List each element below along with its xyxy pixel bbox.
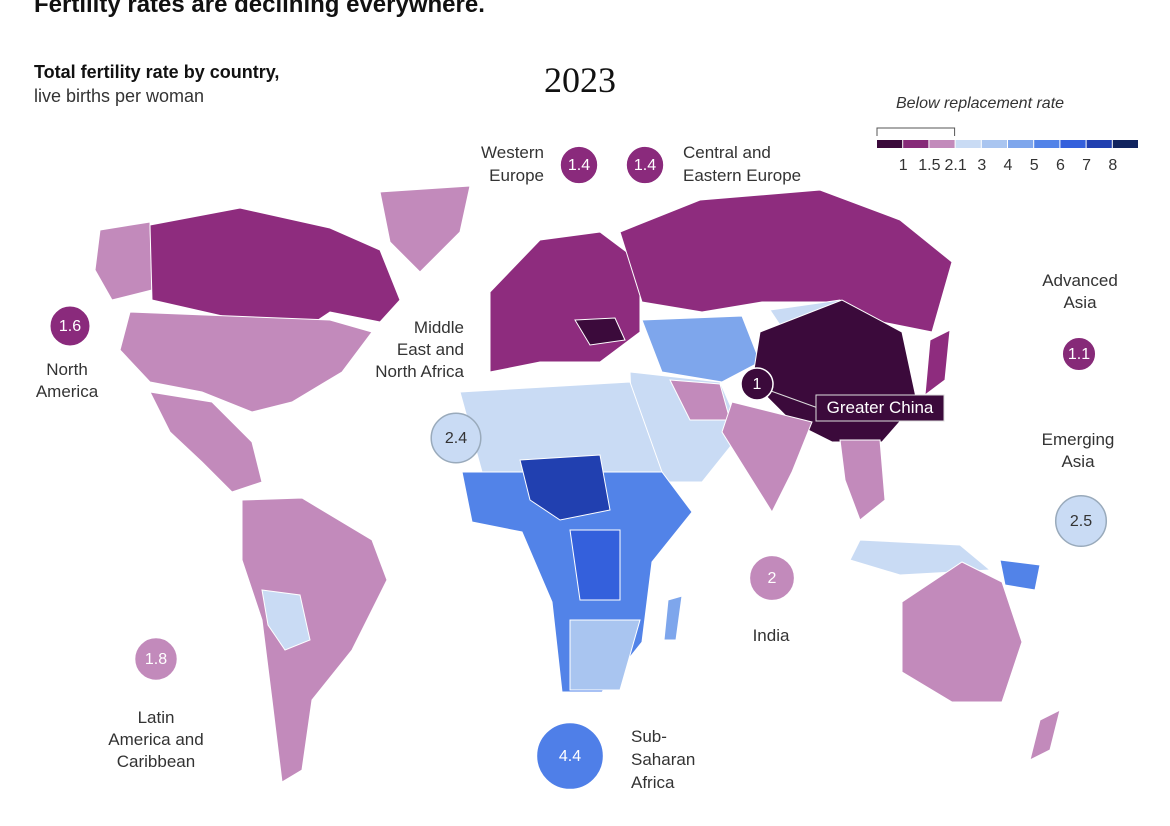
subtitle: Total fertility rate by country,: [34, 62, 279, 82]
ukraine: [574, 317, 626, 346]
russia: [619, 189, 953, 333]
region-value: 1.1: [1068, 346, 1090, 363]
legend-tick-label: 1.5: [918, 157, 940, 174]
legend-tick-label: 1: [899, 157, 908, 174]
region-label: America and: [108, 730, 203, 749]
region-value: 1: [753, 376, 762, 393]
region-value: 1.6: [59, 318, 81, 335]
region-value: 4.4: [559, 748, 581, 765]
central-asia: [641, 315, 761, 383]
region-label: Asia: [1061, 452, 1095, 471]
label-box: [815, 394, 945, 422]
world-map: [94, 185, 1061, 783]
region-bubble: [1061, 336, 1097, 372]
region-label: Greater China: [827, 398, 934, 417]
region-label: Western: [481, 143, 544, 162]
region-label: Asia: [1063, 293, 1097, 312]
region-label: Africa: [631, 773, 675, 792]
region-bubble: [535, 721, 605, 791]
subtitle-note: live births per woman: [34, 86, 204, 106]
region-label: India: [753, 626, 790, 645]
congo: [569, 529, 621, 601]
leader-line: [768, 389, 819, 409]
year: 2023: [544, 60, 616, 100]
region-bubble: [430, 412, 482, 464]
canada: [149, 207, 401, 333]
region-label: North Africa: [375, 362, 464, 381]
legend: Below replacement rate 1 1.5 2.1 3 4 5 6 7 8: [876, 95, 1138, 174]
region-label: America: [36, 382, 99, 401]
legend-bracket: [876, 127, 956, 136]
region-label: Latin: [138, 708, 175, 727]
region-value: 1.4: [634, 157, 656, 174]
region-bubble: [1054, 494, 1108, 548]
region-bubble: [748, 554, 796, 602]
region-bubbles: 1.4 Western Europe 1.4 Central and Eastern Eu…: [36, 143, 1118, 792]
india: [721, 401, 813, 514]
region-label: Eastern Europe: [683, 166, 801, 185]
new-zealand: [1029, 709, 1061, 761]
sahel: [519, 454, 611, 521]
page-title: Fertility rates are declining everywhere…: [34, 0, 485, 18]
southeast-asia: [839, 439, 886, 521]
andes: [261, 589, 311, 651]
southern-africa: [569, 619, 641, 691]
madagascar: [663, 595, 683, 641]
region-bubble: [559, 145, 599, 185]
legend-tick-label: 5: [1030, 157, 1039, 174]
europe: [489, 231, 641, 373]
legend-title: Below replacement rate: [896, 95, 1064, 112]
greenland: [379, 185, 471, 273]
region-label: Saharan: [631, 750, 695, 769]
legend-swatch: [981, 140, 1007, 148]
japan: [924, 329, 951, 397]
legend-swatch: [1008, 140, 1034, 148]
south-america: [241, 497, 388, 783]
alaska: [94, 221, 153, 301]
legend-swatch: [1034, 140, 1060, 148]
legend-swatch: [1086, 140, 1112, 148]
legend-swatch: [1112, 140, 1138, 148]
legend-swatch: [877, 140, 903, 148]
legend-tick-label: 2.1: [944, 157, 966, 174]
region-label: Sub-: [631, 727, 667, 746]
region-value: 2.4: [445, 430, 467, 447]
region-label: Caribbean: [117, 752, 195, 771]
legend-swatch: [903, 140, 929, 148]
region-bubble: [49, 305, 91, 347]
central-america: [149, 391, 263, 493]
region-label: Europe: [489, 166, 544, 185]
legend-swatch: [929, 140, 955, 148]
legend-swatch: [1060, 140, 1086, 148]
region-bubble: [740, 367, 774, 401]
legend-tick-label: 7: [1082, 157, 1091, 174]
australia: [901, 561, 1023, 703]
region-label: Advanced: [1042, 271, 1118, 290]
region-label: Middle: [414, 318, 464, 337]
region-bubble: [133, 636, 179, 682]
region-label: East and: [397, 340, 464, 359]
legend-tick-label: 3: [977, 157, 986, 174]
legend-tick-label: 6: [1056, 157, 1065, 174]
region-value: 2.5: [1070, 513, 1092, 530]
usa: [119, 311, 373, 413]
region-label: Emerging: [1042, 430, 1115, 449]
legend-tick-label: 4: [1004, 157, 1013, 174]
papua: [999, 559, 1041, 591]
legend-tick-label: 8: [1108, 157, 1117, 174]
legend-swatch: [955, 140, 981, 148]
region-label: North: [46, 360, 88, 379]
region-bubble: [625, 145, 665, 185]
region-value: 2: [768, 570, 777, 587]
region-value: 1.8: [145, 651, 167, 668]
region-value: 1.4: [568, 157, 590, 174]
region-label: Central and: [683, 143, 771, 162]
